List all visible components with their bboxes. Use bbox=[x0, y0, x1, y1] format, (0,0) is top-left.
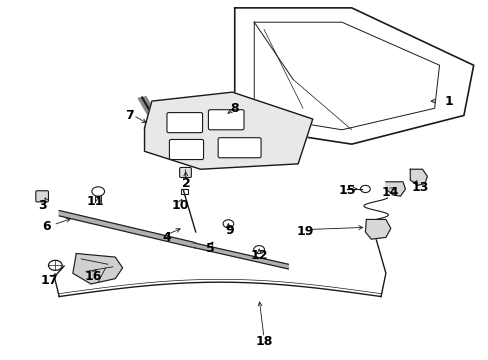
FancyBboxPatch shape bbox=[179, 167, 191, 177]
Text: 12: 12 bbox=[250, 249, 267, 262]
Text: 8: 8 bbox=[230, 102, 239, 115]
Text: 11: 11 bbox=[87, 195, 104, 208]
Polygon shape bbox=[59, 211, 195, 248]
Bar bbox=[181, 189, 187, 194]
Text: 13: 13 bbox=[410, 181, 428, 194]
Polygon shape bbox=[193, 243, 288, 269]
Text: 17: 17 bbox=[41, 274, 58, 287]
Text: 4: 4 bbox=[162, 231, 170, 244]
Text: 1: 1 bbox=[444, 95, 452, 108]
Text: 3: 3 bbox=[38, 199, 46, 212]
Polygon shape bbox=[365, 220, 390, 239]
Text: 14: 14 bbox=[381, 186, 399, 199]
Text: 7: 7 bbox=[125, 109, 134, 122]
Polygon shape bbox=[385, 182, 405, 196]
FancyBboxPatch shape bbox=[36, 191, 48, 202]
FancyBboxPatch shape bbox=[208, 110, 244, 130]
Text: 2: 2 bbox=[181, 177, 190, 190]
Polygon shape bbox=[138, 97, 160, 123]
Text: 15: 15 bbox=[338, 184, 355, 197]
Text: 10: 10 bbox=[171, 199, 188, 212]
Text: 19: 19 bbox=[296, 225, 313, 238]
Polygon shape bbox=[409, 169, 427, 185]
Polygon shape bbox=[73, 253, 122, 284]
Text: 9: 9 bbox=[225, 224, 234, 237]
FancyBboxPatch shape bbox=[166, 113, 202, 133]
Text: 6: 6 bbox=[42, 220, 51, 233]
Text: 5: 5 bbox=[205, 242, 214, 255]
Text: 16: 16 bbox=[84, 270, 102, 283]
Text: 18: 18 bbox=[255, 335, 272, 348]
Polygon shape bbox=[144, 92, 312, 169]
FancyBboxPatch shape bbox=[218, 138, 261, 158]
FancyBboxPatch shape bbox=[169, 139, 203, 159]
